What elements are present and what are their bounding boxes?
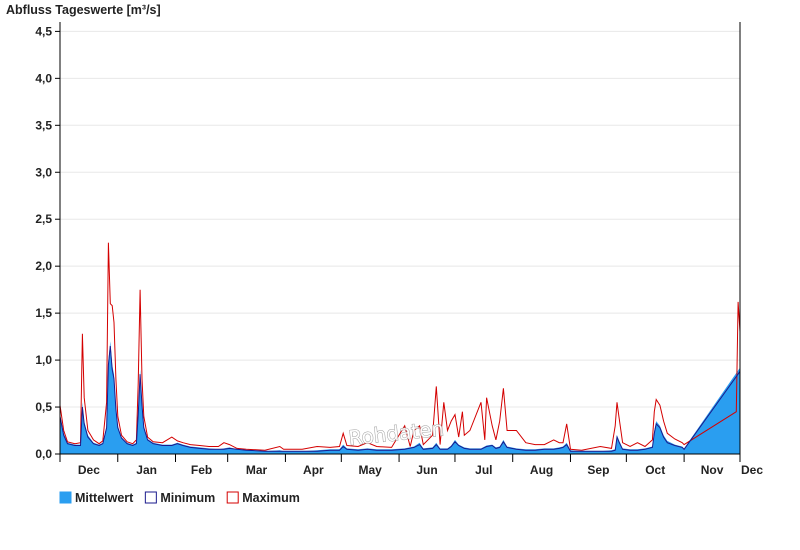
x-tick-label-8: Aug [530,463,553,477]
y-tick-label-9: 4,5 [35,24,52,38]
y-tick-label-6: 3,0 [35,165,52,179]
y-axis-label: Abfluss Tageswerte [m³/s] [6,3,161,17]
y-tick-label-0: 0,0 [35,447,52,461]
y-tick-labels: 0,0 0,5 1,0 1,5 2,0 2,5 3,0 3,5 4,0 4,5 [35,24,52,461]
x-tick-label-11: Nov [701,463,724,477]
x-tick-label-5: May [359,463,383,477]
legend-label-maximum: Maximum [242,491,300,505]
legend-swatch-minimum [144,491,157,504]
y-tick-label-8: 4,0 [35,71,52,85]
legend-label-minimum: Minimum [160,491,215,505]
axes [55,22,741,462]
legend-swatch-maximum [226,491,239,504]
x-tick-label-2: Feb [191,463,212,477]
series-layer [59,242,741,454]
grid-lines [60,30,740,408]
x-tick-label-10: Oct [645,463,665,477]
x-tick-label-12: Dec [741,463,763,477]
y-tick-label-5: 2,5 [35,212,52,226]
y-tick-label-7: 3,5 [35,118,52,132]
legend-swatch-mittelwert [59,491,72,504]
x-tick-label-0: Dec [78,463,100,477]
series-minimum-line [59,345,741,452]
y-tick-label-4: 2,0 [35,259,52,273]
x-tick-label-1: Jan [136,463,157,477]
series-maximum-line [59,242,741,451]
y-tick-label-2: 1,0 [35,353,52,367]
x-tick-label-6: Jun [416,463,437,477]
x-tick-label-9: Sep [587,463,609,477]
watermark-text: Rohdaten [347,416,445,450]
x-tick-label-3: Mar [246,463,268,477]
legend: Mittelwert Minimum Maximum [59,491,300,505]
y-tick-label-3: 1,5 [35,306,52,320]
y-tick-label-1: 0,5 [35,400,52,414]
x-tick-label-7: Jul [475,463,492,477]
legend-label-mittelwert: Mittelwert [75,491,134,505]
x-tick-labels: Dec Jan Feb Mar Apr May Jun Jul Aug Sep Oct Nov Dec [78,463,763,477]
x-tick-label-4: Apr [303,463,324,477]
